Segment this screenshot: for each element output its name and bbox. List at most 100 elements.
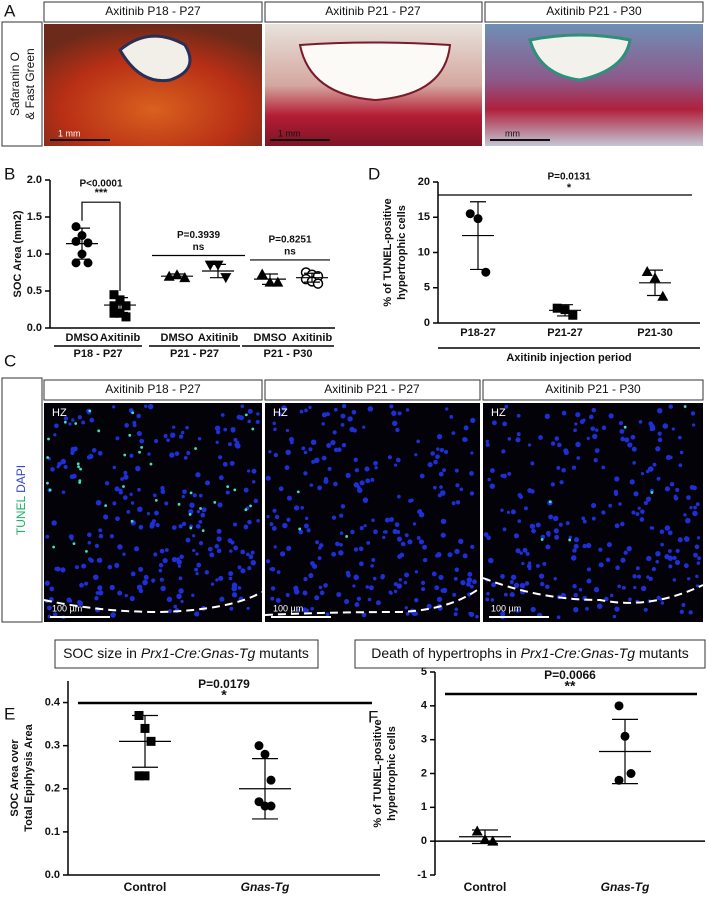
cell-dot bbox=[160, 489, 166, 495]
cell-dot bbox=[44, 580, 50, 586]
cell-dot bbox=[462, 553, 468, 559]
cell-dot bbox=[154, 510, 159, 516]
cell-dot bbox=[107, 564, 113, 570]
cell-dot bbox=[321, 422, 325, 426]
zone-label: HZ bbox=[273, 407, 288, 419]
cell-dot bbox=[451, 501, 456, 506]
y-tick-label: 1 bbox=[421, 801, 427, 813]
side-label-part: TUNEL bbox=[14, 495, 28, 535]
cell-dot bbox=[178, 434, 184, 439]
p-value: P<0.0001 bbox=[79, 178, 123, 189]
cell-dot bbox=[61, 490, 66, 495]
p-value: P=0.3939 bbox=[177, 230, 221, 241]
cell-dot bbox=[397, 554, 403, 559]
cell-dot bbox=[486, 591, 490, 596]
cell-dot bbox=[233, 545, 239, 551]
cell-dot bbox=[615, 565, 620, 571]
y-tick-label: 0 bbox=[424, 317, 430, 329]
error-bar bbox=[557, 304, 573, 317]
cell-dot bbox=[442, 468, 446, 473]
cell-dot bbox=[617, 584, 621, 589]
cell-dot bbox=[550, 482, 555, 487]
cell-dot bbox=[330, 439, 336, 446]
cell-dot bbox=[374, 466, 378, 470]
cell-dot bbox=[552, 515, 559, 522]
cell-dot bbox=[285, 428, 290, 433]
cell-dot bbox=[69, 474, 75, 480]
x-tick-label: Axitinib bbox=[198, 332, 239, 344]
cell-dot bbox=[247, 566, 252, 571]
cell-dot bbox=[391, 410, 397, 416]
x-tick-label: Gnas-Tg bbox=[601, 880, 650, 894]
cell-dot bbox=[487, 477, 491, 482]
cell-dot bbox=[422, 557, 428, 563]
cell-dot bbox=[614, 523, 620, 529]
cell-dot bbox=[404, 572, 410, 578]
y-axis-label: Total Epiphysis Area bbox=[23, 723, 35, 831]
data-point bbox=[71, 236, 81, 246]
cell-dot bbox=[695, 502, 700, 507]
tunel-dot bbox=[128, 433, 132, 437]
cell-dot bbox=[490, 468, 495, 473]
cell-dot bbox=[645, 469, 650, 474]
x-tick-label: Axitinib bbox=[292, 332, 333, 344]
cell-dot bbox=[382, 535, 386, 540]
cell-dot bbox=[542, 561, 547, 566]
header: Axitinib P21 - P30 bbox=[546, 4, 642, 18]
cell-dot bbox=[270, 586, 276, 591]
significance: *** bbox=[95, 187, 109, 199]
cell-dot bbox=[527, 443, 532, 447]
y-axis-label: hypertrophic cells bbox=[396, 205, 408, 300]
cell-dot bbox=[196, 509, 201, 514]
y-axis-label: SOC Area over bbox=[9, 739, 21, 817]
tunel-dot bbox=[194, 447, 197, 450]
cell-dot bbox=[586, 578, 592, 584]
cell-dot bbox=[345, 472, 351, 478]
chondro-osseous-junction bbox=[43, 591, 263, 614]
cell-dot bbox=[408, 498, 413, 503]
cell-dot bbox=[273, 427, 277, 432]
cell-dot bbox=[248, 554, 254, 560]
cell-dot bbox=[393, 463, 398, 467]
cell-dot bbox=[284, 465, 290, 471]
tunel-dot bbox=[540, 538, 544, 541]
cell-dot bbox=[365, 585, 370, 589]
cell-dot bbox=[219, 596, 225, 602]
cell-dot bbox=[573, 428, 577, 433]
cell-dot bbox=[556, 465, 561, 470]
soc-region bbox=[528, 33, 632, 82]
cell-dot bbox=[49, 586, 55, 592]
cell-dot bbox=[71, 418, 75, 422]
tunel-dot bbox=[244, 508, 248, 512]
cell-dot bbox=[362, 497, 369, 503]
cell-dot bbox=[174, 451, 180, 456]
cell-dot bbox=[366, 540, 371, 545]
cell-dot bbox=[591, 407, 597, 413]
cell-dot bbox=[637, 506, 641, 510]
cell-dot bbox=[397, 494, 401, 499]
y-tick-label: 2 bbox=[421, 767, 427, 779]
cell-dot bbox=[630, 434, 636, 440]
cell-dot bbox=[510, 574, 517, 580]
cell-dot bbox=[181, 430, 185, 435]
cell-dot bbox=[529, 523, 536, 529]
cell-dot bbox=[371, 518, 375, 522]
cell-dot bbox=[166, 596, 173, 603]
x-tick-label: P18-27 bbox=[460, 327, 495, 339]
cell-dot bbox=[504, 404, 509, 409]
cell-dot bbox=[341, 443, 347, 448]
cell-dot bbox=[394, 522, 400, 527]
cell-dot bbox=[70, 446, 75, 452]
cell-dot bbox=[637, 574, 642, 579]
cell-dot bbox=[507, 471, 512, 476]
cell-dot bbox=[421, 587, 426, 592]
cell-dot bbox=[301, 446, 306, 451]
cell-dot bbox=[397, 411, 402, 416]
cell-dot bbox=[440, 532, 446, 538]
cell-dot bbox=[683, 563, 689, 569]
cell-dot bbox=[129, 453, 134, 458]
cell-dot bbox=[272, 421, 276, 426]
cell-dot bbox=[68, 534, 74, 540]
cell-dot bbox=[335, 541, 340, 547]
cell-dot bbox=[677, 537, 683, 543]
